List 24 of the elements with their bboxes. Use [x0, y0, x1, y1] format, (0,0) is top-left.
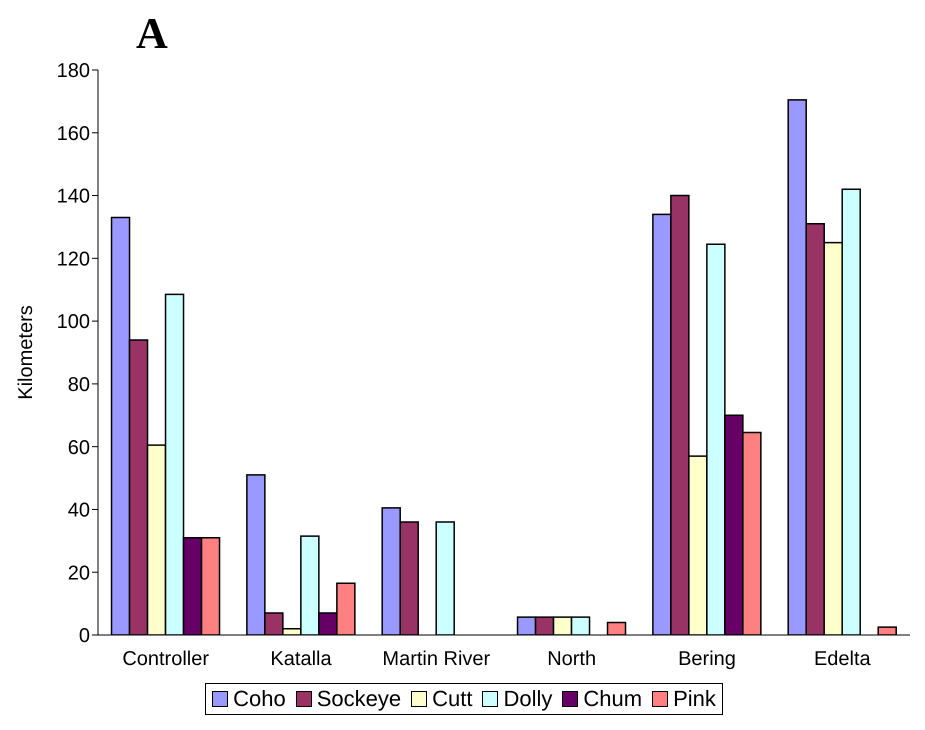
legend-label: Dolly [502, 686, 552, 712]
x-tick-label: Controller [122, 648, 210, 670]
x-tick-label: North [547, 648, 596, 670]
y-tick-label: 20 [68, 562, 90, 584]
chart-title: A [136, 8, 168, 59]
y-tick-label: 120 [56, 248, 90, 270]
y-tick-label: 0 [78, 625, 90, 648]
y-tick-label: 100 [56, 311, 90, 334]
x-tick-label: Martin River [382, 648, 491, 670]
x-tick-label: Katalla [270, 648, 332, 670]
legend-label: Chum [582, 686, 642, 712]
x-tick-label: Bering [678, 648, 736, 670]
y-tick-label: 60 [68, 436, 90, 459]
y-tick-label: 80 [68, 374, 90, 396]
legend-label: Coho [232, 686, 286, 712]
y-tick-label: 160 [56, 122, 90, 145]
legend-label: Pink [672, 686, 716, 712]
legend-label: Cutt [431, 686, 472, 712]
y-tick-label: 40 [68, 500, 90, 522]
legend-label: Sockeye [316, 686, 402, 712]
y-tick-label: 180 [56, 60, 90, 82]
x-tick-label: Edelta [814, 648, 872, 670]
y-tick-label: 140 [56, 186, 90, 208]
y-axis-title: Kilometers [15, 305, 38, 400]
